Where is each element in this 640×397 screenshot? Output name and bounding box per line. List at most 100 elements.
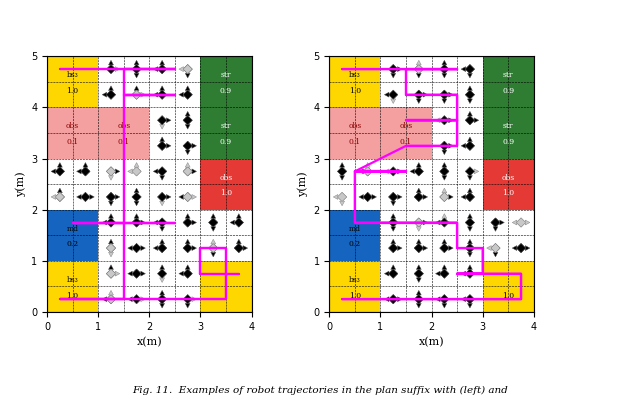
Text: 1.0: 1.0 [502,292,515,300]
Polygon shape [81,192,90,202]
Polygon shape [465,141,474,150]
Polygon shape [192,297,196,302]
Polygon shape [474,169,479,174]
Bar [303,158,354,210]
Polygon shape [132,90,141,99]
Text: 0.1: 0.1 [118,138,130,146]
Text: bs₃: bs₃ [349,276,361,284]
Polygon shape [106,218,116,227]
Text: 1.0: 1.0 [271,138,284,146]
Polygon shape [159,125,164,129]
Polygon shape [106,218,116,227]
Polygon shape [192,169,196,174]
Polygon shape [134,73,139,78]
Polygon shape [106,90,116,99]
Text: obs: obs [399,122,413,130]
Polygon shape [440,192,449,202]
Polygon shape [90,195,94,199]
Polygon shape [337,192,347,202]
Polygon shape [414,295,424,304]
Bar [330,108,380,158]
Bar [47,210,98,261]
Polygon shape [467,73,472,78]
Polygon shape [159,137,164,142]
Polygon shape [179,271,184,276]
Polygon shape [340,201,344,206]
Polygon shape [81,192,90,202]
Polygon shape [440,218,449,227]
Polygon shape [179,92,184,97]
Polygon shape [183,65,192,74]
Polygon shape [159,278,164,282]
Polygon shape [465,243,474,252]
Polygon shape [417,60,421,65]
Text: 1.0: 1.0 [554,138,566,146]
Polygon shape [141,246,145,251]
Bar [47,108,98,158]
Polygon shape [397,195,402,199]
Polygon shape [388,90,398,99]
Polygon shape [372,195,376,199]
Polygon shape [363,192,372,202]
Polygon shape [391,227,396,231]
Polygon shape [417,303,421,308]
Polygon shape [183,141,192,150]
Text: 0.1: 0.1 [349,138,361,146]
Polygon shape [159,60,164,65]
Text: 0.9: 0.9 [220,138,232,146]
Text: obs: obs [66,122,79,130]
Polygon shape [491,243,500,252]
Polygon shape [417,239,421,244]
Polygon shape [440,243,449,252]
Text: 1.0: 1.0 [271,189,284,197]
Polygon shape [102,220,107,225]
Bar [534,108,585,158]
Polygon shape [388,192,398,202]
Polygon shape [414,295,424,304]
Polygon shape [388,218,398,227]
Polygon shape [166,195,171,199]
Polygon shape [467,227,472,231]
Polygon shape [192,195,196,199]
Polygon shape [83,162,88,167]
Polygon shape [414,269,424,278]
Polygon shape [440,141,449,150]
Text: obs: obs [271,173,284,181]
Text: bs₃: bs₃ [67,276,79,284]
Polygon shape [391,214,396,218]
Polygon shape [183,243,192,252]
Polygon shape [134,214,139,218]
Bar [585,158,636,210]
Polygon shape [109,60,113,65]
Polygon shape [183,218,192,227]
Polygon shape [185,112,190,116]
Polygon shape [230,220,235,225]
Polygon shape [516,243,525,252]
Polygon shape [491,218,500,227]
Polygon shape [192,246,196,251]
Polygon shape [414,269,424,278]
Polygon shape [141,271,145,276]
Polygon shape [465,295,474,304]
Polygon shape [55,167,65,176]
Polygon shape [516,218,525,227]
Polygon shape [106,65,116,74]
Polygon shape [465,90,474,99]
Polygon shape [449,118,453,123]
Polygon shape [449,92,453,97]
Polygon shape [234,218,243,227]
Polygon shape [397,246,402,251]
Polygon shape [106,269,116,278]
Y-axis label: y(m): y(m) [297,172,308,197]
Polygon shape [440,141,449,150]
Polygon shape [465,65,474,74]
Polygon shape [388,65,398,74]
Polygon shape [385,271,389,276]
Polygon shape [442,188,447,193]
Polygon shape [417,162,421,167]
Polygon shape [236,214,241,218]
Polygon shape [106,65,116,74]
Polygon shape [106,269,116,278]
Polygon shape [465,218,474,227]
Polygon shape [414,90,424,99]
